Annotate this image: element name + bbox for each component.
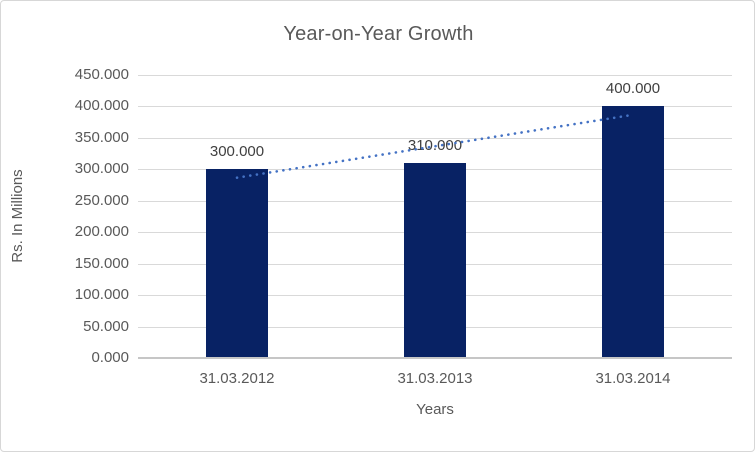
x-axis-title: Years bbox=[416, 401, 454, 418]
y-tick-label: 0.000 bbox=[91, 349, 129, 366]
bar-31.03.2013 bbox=[404, 163, 466, 357]
x-axis-line bbox=[138, 357, 732, 359]
gridline bbox=[138, 106, 732, 107]
y-tick-label: 450.000 bbox=[74, 66, 129, 83]
y-tick-label: 150.000 bbox=[74, 255, 129, 272]
y-tick-label: 50.000 bbox=[83, 318, 129, 335]
x-tick-label: 31.03.2014 bbox=[595, 370, 671, 387]
y-tick-label: 300.000 bbox=[74, 160, 129, 177]
x-tick-label: 31.03.2013 bbox=[397, 370, 473, 387]
y-tick-label: 100.000 bbox=[74, 286, 129, 303]
bar-value-label: 310.000 bbox=[407, 137, 463, 154]
bar-31.03.2012 bbox=[206, 169, 268, 357]
y-axis-title: Rs. In Millions bbox=[9, 169, 26, 263]
bar-value-label: 300.000 bbox=[209, 143, 265, 160]
chart-title: Year-on-Year Growth bbox=[283, 23, 474, 45]
y-tick-label: 250.000 bbox=[74, 192, 129, 209]
bar-31.03.2014 bbox=[602, 106, 664, 357]
y-tick-label: 400.000 bbox=[74, 97, 129, 114]
bar-value-label: 400.000 bbox=[605, 80, 661, 97]
y-tick-label: 200.000 bbox=[74, 223, 129, 240]
x-tick-label: 31.03.2012 bbox=[199, 370, 275, 387]
y-tick-label: 350.000 bbox=[74, 129, 129, 146]
gridline bbox=[138, 75, 732, 76]
